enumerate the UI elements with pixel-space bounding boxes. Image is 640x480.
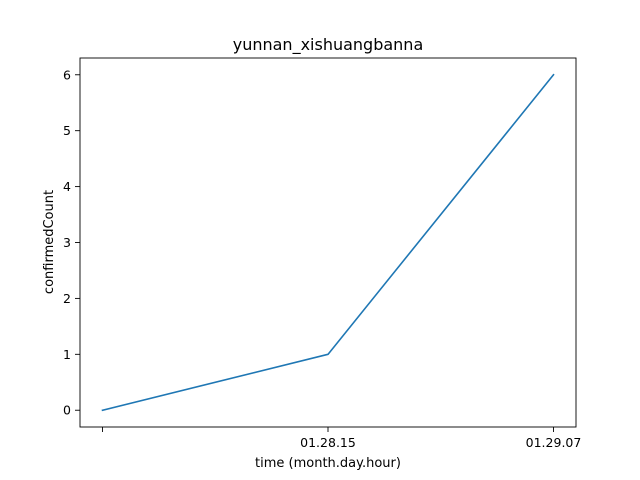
series-line: [101, 73, 555, 412]
y-tick-label: 4: [63, 179, 71, 194]
chart-title: yunnan_xishuangbanna: [233, 35, 424, 55]
plot-area-frame: [79, 57, 577, 428]
x-axis-label: time (month.day.hour): [255, 456, 401, 471]
y-tick-label: 6: [63, 67, 71, 82]
y-tick-label: 5: [63, 123, 71, 138]
y-tick-label: 3: [63, 235, 71, 250]
y-tick-label: 1: [63, 347, 71, 362]
y-tick-label: 2: [63, 291, 71, 306]
y-axis-ticks: 0 1 2 3 4 5 6: [63, 67, 80, 418]
x-axis-ticks: 01.28.15 01.29.07: [102, 427, 582, 450]
x-tick-label: 01.28.15: [300, 435, 356, 450]
x-tick-label: 01.29.07: [526, 435, 582, 450]
y-tick-label: 0: [63, 403, 71, 418]
y-axis-label: confirmedCount: [42, 190, 57, 294]
